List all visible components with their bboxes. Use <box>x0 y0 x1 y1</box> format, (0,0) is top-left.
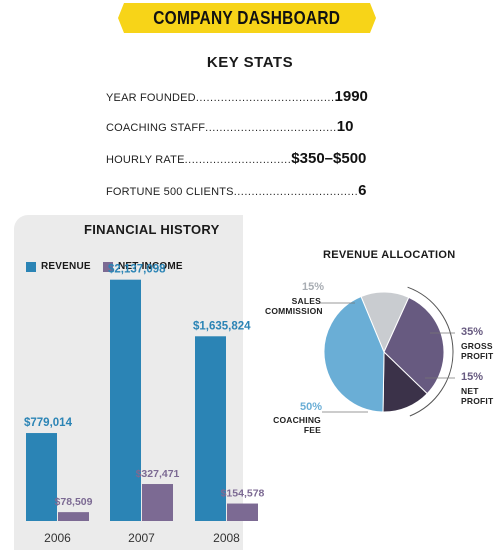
stat-label: COACHING STAFF <box>106 122 206 134</box>
pie-name-line: PROFIT <box>461 396 494 406</box>
revenue-allocation-title: REVENUE ALLOCATION <box>323 249 456 261</box>
data-label-revenue-2007: $2,137,098 <box>108 264 166 276</box>
bar-revenue-2007 <box>110 279 141 521</box>
stat-value: 6 <box>358 182 367 199</box>
pie-pct-coaching-fee: 50% <box>300 401 323 413</box>
stat-row-fortune-500-clients: FORTUNE 500 CLIENTS ....................… <box>106 182 388 199</box>
dashboard-banner: COMPANY DASHBOARD <box>118 3 376 33</box>
pie-pct-sales-commission: 15% <box>302 281 325 293</box>
legend-label-revenue: REVENUE <box>41 261 91 272</box>
stat-row-coaching-staff: COACHING STAFF .........................… <box>106 118 384 135</box>
stat-value: 10 <box>336 118 354 135</box>
bar-net-income-2006 <box>58 512 89 521</box>
bar-revenue-2008 <box>195 336 226 521</box>
pie-pct-gross-profit: 35% <box>461 326 484 338</box>
stat-label: YEAR FOUNDED <box>106 92 196 104</box>
pie-name-coaching-fee: COACHING FEE <box>262 415 321 435</box>
x-tick-label-2006: 2006 <box>44 531 71 545</box>
data-label-net-income-2008: $154,578 <box>221 488 265 500</box>
x-tick-label-2007: 2007 <box>128 531 155 545</box>
data-label-revenue-2008: $1,635,824 <box>193 320 251 332</box>
pie-name-line: NET <box>461 386 479 396</box>
legend-revenue: REVENUE <box>26 261 91 272</box>
banner-title: COMPANY DASHBOARD <box>153 7 341 28</box>
pie-name-line: COMMISSION <box>265 306 323 316</box>
stat-row-hourly-rate: HOURLY RATE ............................… <box>106 150 386 167</box>
bar-net-income-2008 <box>227 503 258 521</box>
pie-name-gross-profit: GROSS PROFIT <box>461 341 493 361</box>
legend-swatch-revenue <box>26 261 36 272</box>
dot-leader: ................................... <box>233 186 359 198</box>
key-stats-title: KEY STATS <box>206 54 294 71</box>
stat-row-year-founded: YEAR FOUNDED ...........................… <box>106 88 384 105</box>
data-label-net-income-2007: $327,471 <box>136 468 180 480</box>
pie-name-line: GROSS <box>461 341 493 351</box>
pie-name-line: SALES <box>291 296 321 306</box>
stat-label: FORTUNE 500 CLIENTS <box>106 186 234 198</box>
pie-name-line: COACHING <box>273 415 321 425</box>
pie-pct-net-profit: 15% <box>461 371 484 383</box>
legend-net-income: NET INCOME <box>103 261 183 272</box>
pie-name-sales-commission: SALES COMMISSION <box>265 296 323 316</box>
stat-value: $350–$500 <box>291 150 367 167</box>
financial-history-title: FINANCIAL HISTORY <box>84 222 220 237</box>
stat-value: 1990 <box>334 88 368 105</box>
bar-revenue-2006 <box>26 433 57 521</box>
bar-net-income-2007 <box>142 484 173 521</box>
dot-leader: ....................................... <box>195 92 335 104</box>
data-label-revenue-2006: $779,014 <box>24 417 73 429</box>
stat-label: HOURLY RATE <box>106 154 185 166</box>
dot-leader: ..................................... <box>205 122 337 134</box>
legend-swatch-net-income <box>103 261 113 272</box>
pie-name-net-profit: NET PROFIT <box>461 386 493 406</box>
legend-label-net-income: NET INCOME <box>118 261 183 272</box>
pie-name-line: PROFIT <box>461 351 494 361</box>
data-label-net-income-2006: $78,509 <box>55 496 93 508</box>
x-tick-label-2008: 2008 <box>213 531 240 545</box>
pie-name-line: FEE <box>303 425 321 435</box>
dot-leader: .............................. <box>184 154 292 166</box>
